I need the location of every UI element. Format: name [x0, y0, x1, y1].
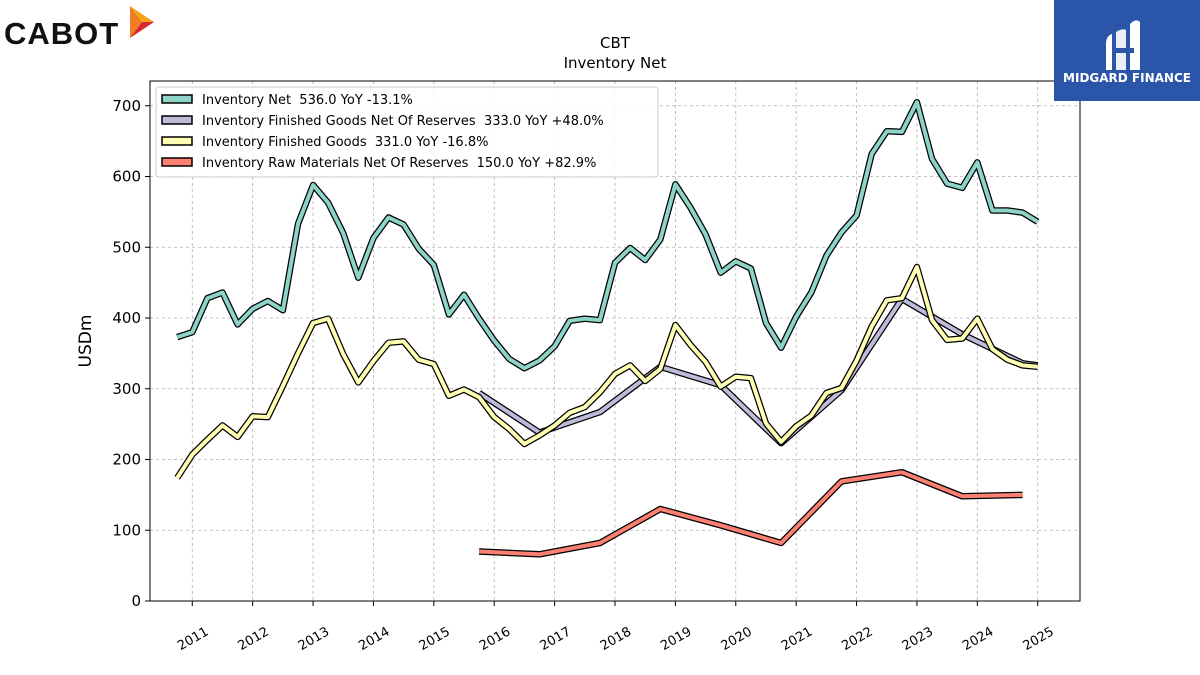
y-tick-label: 300 — [112, 380, 141, 398]
y-tick-label: 100 — [112, 521, 141, 539]
legend-swatch-raw-materials — [161, 157, 193, 167]
cabot-arrow-icon — [130, 6, 154, 38]
x-tick-label: 2022 — [839, 624, 875, 654]
legend-box — [155, 86, 659, 178]
x-tick-label: 2017 — [537, 624, 573, 654]
x-tick-label: 2013 — [296, 624, 332, 654]
x-tick-label: 2016 — [477, 624, 513, 654]
x-axis: 2011 2012 2013 2014 2015 2016 2017 2018 2019 2020… — [175, 601, 1057, 654]
y-tick-label: 0 — [131, 592, 141, 610]
cabot-logo-text: CABOT — [4, 16, 119, 51]
x-tick-label: 2011 — [175, 624, 211, 654]
x-tick-label: 2025 — [1021, 624, 1057, 654]
series-line-finished-goods — [175, 265, 1038, 479]
x-tick-label: 2018 — [598, 624, 634, 654]
x-tick-label: 2024 — [960, 624, 996, 654]
cabot-logo: CABOT — [4, 4, 164, 52]
x-tick-label: 2015 — [417, 624, 453, 654]
legend-label-inventory-net: Inventory Net 536.0 YoY -13.1% — [202, 93, 413, 108]
series-outline-raw-materials — [478, 468, 1023, 558]
y-axis: 0 100 200 300 400 500 600 700 — [112, 97, 150, 610]
x-tick-label: 2020 — [719, 624, 755, 654]
legend-label-finished-goods-net-of-reserves: Inventory Finished Goods Net Of Reserves… — [202, 114, 604, 129]
series-line-inventory-net — [176, 100, 1039, 371]
x-tick-label: 2019 — [658, 624, 694, 654]
y-tick-label: 200 — [112, 451, 141, 469]
y-tick-label: 700 — [112, 97, 141, 115]
chart-subtitle: Inventory Net — [564, 54, 667, 72]
y-axis-label: USDm — [76, 315, 96, 368]
publisher-logo-text: MIDGARD FINANCE — [1063, 71, 1191, 85]
y-tick-label: 500 — [112, 238, 141, 256]
legend-label-raw-materials: Inventory Raw Materials Net Of Reserves … — [202, 156, 596, 171]
legend: Inventory Net 536.0 YoY -13.1% Inventory… — [155, 86, 659, 178]
legend-swatch-finished-goods-net-of-reserves — [161, 115, 193, 125]
y-tick-label: 600 — [112, 168, 141, 186]
legend-swatch-finished-goods — [161, 136, 193, 146]
x-tick-label: 2012 — [236, 624, 272, 654]
x-tick-label: 2021 — [779, 624, 815, 654]
y-tick-label: 400 — [112, 309, 141, 327]
chart-title: CBT — [600, 34, 631, 52]
x-tick-label: 2023 — [900, 624, 936, 654]
midgard-finance-logo: MIDGARD FINANCE — [1054, 0, 1200, 101]
legend-label-finished-goods: Inventory Finished Goods 331.0 YoY -16.8… — [202, 135, 488, 150]
series-line-raw-materials — [479, 470, 1023, 557]
x-tick-label: 2014 — [356, 624, 392, 654]
series-group — [174, 98, 1040, 558]
legend-swatch-inventory-net — [161, 94, 193, 104]
midgard-emblem-icon — [1106, 20, 1140, 70]
